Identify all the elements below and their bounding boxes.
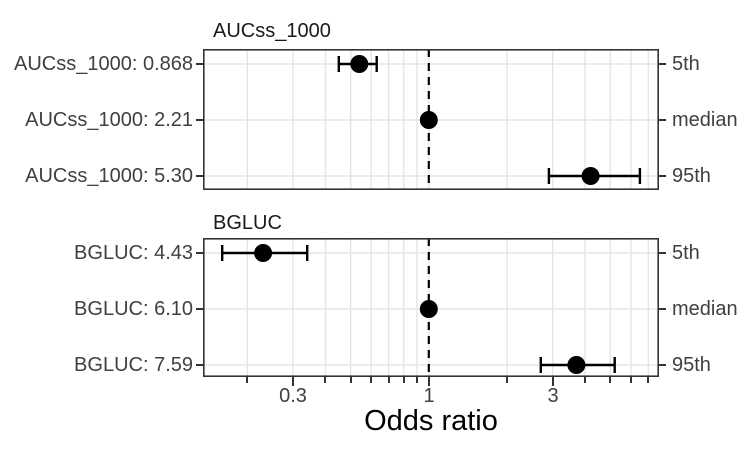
y-axis-tick (196, 252, 203, 254)
x-axis-minor-tick (350, 377, 352, 383)
x-axis-minor-tick (416, 377, 418, 383)
y-axis-tick (196, 63, 203, 65)
percentile-axis-tick (659, 175, 666, 177)
x-axis-title: Odds ratio (364, 405, 498, 437)
y-axis-tick (196, 119, 203, 121)
plot-area-bgluc (203, 238, 659, 377)
y-axis-label: BGLUC: 6.10 (74, 298, 193, 320)
y-axis-label: AUCss_1000: 5.30 (25, 165, 193, 187)
y-axis-label: AUCss_1000: 2.21 (25, 109, 193, 131)
y-axis-label: AUCss_1000: 0.868 (13, 53, 193, 75)
x-axis-minor-tick (609, 377, 611, 383)
panel-canvas (203, 238, 659, 377)
panel-canvas (203, 49, 659, 190)
panel-border (203, 49, 659, 190)
y-axis-tick (196, 175, 203, 177)
x-axis-minor-tick (647, 377, 649, 383)
data-point (419, 111, 438, 129)
data-point (350, 55, 369, 73)
percentile-axis-tick (659, 308, 666, 310)
x-axis-major-tick (428, 377, 430, 386)
x-axis-minor-tick (584, 377, 586, 383)
percentile-label: median (672, 298, 738, 320)
x-axis-minor-tick (370, 377, 372, 383)
x-axis-minor-tick (324, 377, 326, 383)
percentile-axis-tick (659, 119, 666, 121)
percentile-axis-tick (659, 63, 666, 65)
percentile-label: 5th (672, 53, 700, 75)
x-tick-label: 3 (547, 385, 559, 407)
y-axis-tick (196, 364, 203, 366)
panel-title-bgluc: BGLUC (213, 212, 282, 234)
percentile-axis-tick (659, 364, 666, 366)
x-axis-major-tick (552, 377, 554, 386)
panel-title-aucss-1000: AUCss_1000 (213, 20, 331, 42)
percentile-label: median (672, 109, 738, 131)
y-axis-tick (196, 308, 203, 310)
x-axis-minor-tick (403, 377, 405, 383)
data-point (254, 244, 273, 262)
data-point (567, 356, 586, 374)
percentile-axis-tick (659, 252, 666, 254)
y-axis-label: BGLUC: 7.59 (74, 354, 193, 376)
percentile-label: 95th (672, 354, 711, 376)
data-point (419, 300, 438, 318)
plot-area-aucss-1000 (203, 49, 659, 190)
x-axis-minor-tick (388, 377, 390, 383)
percentile-label: 5th (672, 242, 700, 264)
x-axis-minor-tick (506, 377, 508, 383)
x-axis-minor-tick (246, 377, 248, 383)
panel-border (203, 238, 659, 377)
x-tick-label: 0.3 (279, 385, 307, 407)
data-point (581, 167, 600, 185)
x-axis-major-tick (292, 377, 294, 386)
percentile-label: 95th (672, 165, 711, 187)
x-tick-label: 1 (423, 385, 435, 407)
y-axis-label: BGLUC: 4.43 (74, 242, 193, 264)
x-axis-minor-tick (630, 377, 632, 383)
